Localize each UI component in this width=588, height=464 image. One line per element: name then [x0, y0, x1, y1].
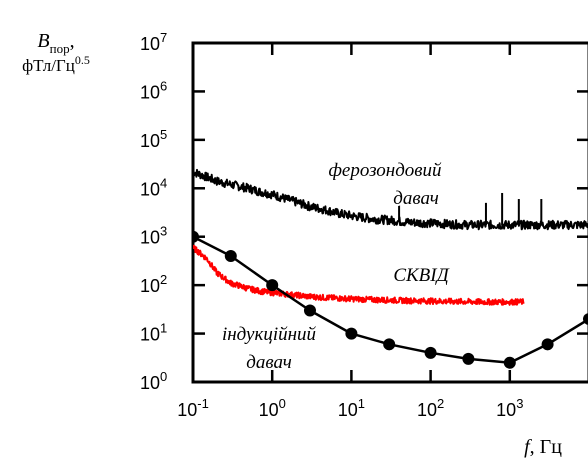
- y-label-subscript: пор: [50, 41, 70, 56]
- plot-frame-layer: [191, 41, 588, 384]
- y-tick-label: 101: [140, 321, 167, 345]
- annotation-squid: СКВІД: [393, 265, 449, 286]
- y-tick-label: 103: [140, 224, 167, 248]
- y-tick-base: 10: [140, 34, 160, 54]
- y-units-exponent: 0.5: [75, 53, 90, 67]
- series-point: [503, 356, 516, 369]
- y-units-text: фТл/Гц: [22, 56, 75, 75]
- x-label-units: , Гц: [530, 436, 563, 458]
- y-tick-exponent: 7: [160, 30, 167, 45]
- y-tick-label: 106: [140, 78, 167, 102]
- y-tick-label: 102: [140, 272, 167, 296]
- series-point: [266, 279, 279, 292]
- y-tick-exponent: 0: [160, 369, 167, 384]
- y-tick-base: 10: [140, 131, 160, 151]
- series-line-2: [193, 244, 525, 306]
- series-point: [303, 304, 316, 317]
- series-point: [193, 230, 199, 243]
- y-tick-base: 10: [140, 276, 160, 296]
- series-line-1: [193, 168, 588, 231]
- x-axis-label: f, Гц: [524, 436, 562, 458]
- y-tick-base: 10: [140, 228, 160, 248]
- series-point: [541, 338, 554, 351]
- y-tick-label: 100: [140, 369, 167, 393]
- series-point: [583, 313, 588, 325]
- x-tick-base: 10: [177, 400, 197, 420]
- y-tick-exponent: 6: [160, 78, 167, 93]
- annotation-induction-line2: давач: [246, 352, 292, 373]
- series-layer: [193, 168, 588, 369]
- label-layer: ферозондовий давач СКВІД індукційний давач Bп…: [22, 30, 562, 458]
- y-tick-base: 10: [140, 325, 160, 345]
- x-tick-exponent: 1: [358, 396, 365, 411]
- x-tick-label: 103: [496, 396, 523, 420]
- x-tick-exponent: 3: [516, 396, 523, 411]
- series-point: [224, 249, 237, 262]
- y-tick-base: 10: [140, 179, 160, 199]
- x-tick-label: 101: [338, 396, 365, 420]
- series-point: [424, 346, 437, 359]
- y-tick-base: 10: [140, 373, 160, 393]
- y-tick-label: 107: [140, 30, 167, 54]
- x-tick-base: 10: [496, 400, 516, 420]
- y-tick-exponent: 5: [160, 127, 167, 142]
- annotation-induction-line1: індукційний: [222, 324, 317, 345]
- y-tick-label: 104: [140, 175, 167, 199]
- y-tick-base: 10: [140, 82, 160, 102]
- x-label-symbol: f: [524, 436, 532, 458]
- y-tick-exponent: 3: [160, 224, 167, 239]
- x-tick-base: 10: [259, 400, 279, 420]
- y-axis-label: Bпор,: [37, 30, 74, 56]
- annotation-fluxgate-line1: ферозондовий: [328, 160, 442, 181]
- x-tick-label: 10-1: [177, 396, 209, 420]
- x-tick-exponent: -1: [197, 396, 209, 411]
- series-point: [345, 327, 358, 340]
- x-tick-exponent: 0: [279, 396, 286, 411]
- y-tick-exponent: 2: [160, 272, 167, 287]
- y-label-comma: ,: [70, 30, 75, 52]
- x-tick-label: 100: [259, 396, 286, 420]
- x-tick-exponent: 2: [437, 396, 444, 411]
- x-tick-label: 102: [417, 396, 444, 420]
- y-tick-exponent: 1: [160, 321, 167, 336]
- x-tick-base: 10: [338, 400, 358, 420]
- annotation-fluxgate-line2: давач: [393, 188, 439, 209]
- series-point: [383, 338, 396, 351]
- y-label-symbol: B: [37, 30, 49, 52]
- plot-frame: [191, 41, 588, 384]
- y-axis-units: фТл/Гц0.5: [22, 53, 90, 75]
- y-tick-label: 105: [140, 127, 167, 151]
- series-point: [462, 352, 475, 365]
- x-tick-base: 10: [417, 400, 437, 420]
- y-tick-exponent: 4: [160, 175, 167, 190]
